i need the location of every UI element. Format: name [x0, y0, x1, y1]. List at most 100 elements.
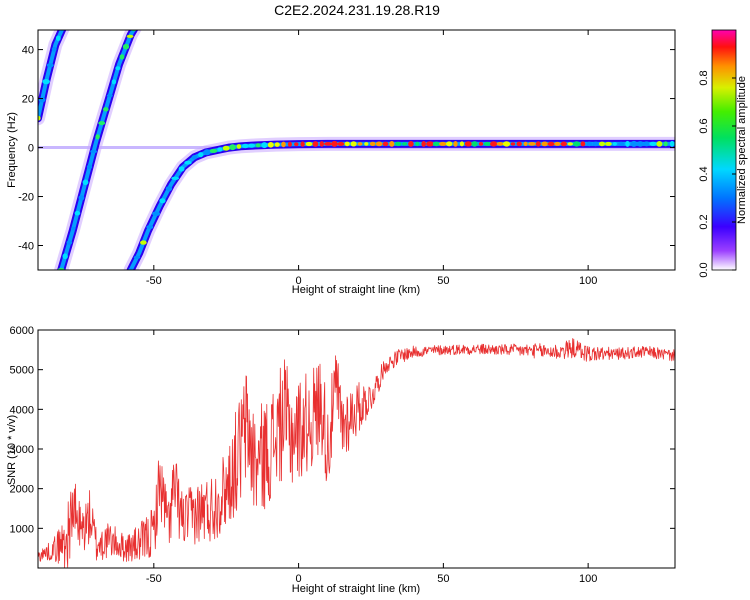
trace-blob [337, 141, 345, 146]
trace-blob [528, 142, 536, 146]
heatmap-trace-3 [123, 136, 675, 270]
trace-blob [71, 226, 76, 231]
colorbar-tick-label: 0.6 [698, 118, 710, 133]
trace-blob [523, 141, 528, 146]
trace-blob [281, 141, 286, 148]
trace-blob [630, 140, 638, 147]
trace-blob [612, 142, 617, 146]
trace-blob [421, 141, 427, 147]
trace-blob [439, 141, 447, 146]
trace-blob [165, 186, 172, 192]
trace-blob [55, 35, 61, 41]
trace-blob [255, 143, 261, 148]
trace-blob [426, 141, 434, 147]
trace-blob [217, 147, 223, 152]
trace-blob [554, 141, 561, 146]
trace-blob [267, 142, 274, 148]
colorbar-tick-label: 0.8 [698, 70, 710, 85]
trace-blob [171, 176, 180, 180]
snr-x-tick-label: 0 [296, 573, 302, 585]
trace-blob [42, 79, 50, 85]
trace-blob [287, 141, 292, 147]
trace-blob [111, 79, 117, 85]
trace-blob [103, 107, 109, 112]
snr-axes: -50 0 50 100 1000 2000 3000 4000 5000 6000 [10, 325, 675, 585]
heatmap-x-tick-label: 50 [437, 275, 449, 287]
colorbar-tick-label: 0.4 [698, 166, 710, 181]
trace-blob [415, 141, 420, 147]
heatmap-x-axis-label: Height of straight line (km) [292, 284, 420, 296]
trace-blob [178, 166, 185, 172]
trace-blob [502, 141, 511, 147]
colorbar-label: Normalized spectral amplitude [736, 76, 748, 224]
trace-blob [453, 141, 458, 147]
snr-panel: -50 0 50 100 1000 2000 3000 4000 5000 6000 Height… [6, 325, 676, 595]
snr-plot-area [38, 330, 675, 568]
trace-blob [573, 141, 581, 147]
snr-x-tick-label: -50 [146, 573, 162, 585]
colorbar-tick-label: 0.2 [698, 214, 710, 229]
trace-blob [669, 140, 675, 147]
trace-blob [51, 46, 57, 52]
trace-blob [408, 141, 414, 147]
trace-blob [119, 54, 125, 60]
trace-blob [547, 141, 555, 147]
trace-blob [656, 141, 663, 147]
trace-blob [98, 121, 106, 126]
colorbar: 0.0 0.2 0.4 0.6 0.8 Normalized spectral ampl… [698, 29, 748, 278]
trace-blob [74, 210, 81, 216]
trace-blob [261, 142, 268, 149]
trace-blob [159, 198, 166, 204]
trace-blob [625, 140, 630, 147]
trace-blob [274, 142, 280, 147]
snr-series-line [38, 338, 675, 568]
snr-y-tick-label: 6000 [10, 325, 34, 337]
trace-blob [364, 142, 369, 146]
trace-blob [133, 255, 141, 259]
trace-blob [66, 240, 73, 245]
trace-blob [122, 43, 130, 50]
trace-blob [126, 34, 134, 39]
heatmap-y-tick-label: -40 [18, 241, 34, 253]
trace-blob [128, 267, 134, 270]
trace-blob [115, 66, 121, 71]
trace-blob [586, 141, 593, 147]
trace-blob [535, 141, 541, 147]
chart-title: C2E2.2024.231.19.28.R19 [274, 2, 440, 18]
trace-blob [357, 142, 363, 146]
trace-blob [57, 267, 65, 270]
trace-blob [324, 142, 333, 146]
trace-blob [241, 143, 249, 149]
heatmap-x-tick-label: 100 [579, 275, 597, 287]
heatmap-panel: -50 0 50 100 -40 -20 0 20 40 Height of straight … [6, 29, 676, 296]
heatmap-axes: -50 0 50 100 -40 -20 0 20 40 [18, 30, 675, 287]
trace-blob [389, 141, 395, 147]
trace-blob [369, 141, 376, 146]
trace-blob [446, 141, 453, 147]
trace-blob [643, 141, 650, 147]
heatmap-x-tick-label: -50 [146, 275, 162, 287]
heatmap-x-tick-label: 0 [296, 275, 302, 287]
trace-blob [636, 141, 644, 147]
trace-blob [605, 141, 612, 146]
trace-blob [567, 142, 573, 146]
trace-blob [90, 149, 97, 154]
trace-blob [300, 141, 305, 147]
trace-blob [106, 94, 113, 98]
snr-y-axis-label: SNR (10 * v/v) [6, 415, 18, 485]
trace-blob [191, 155, 198, 160]
trace-blob [432, 141, 440, 147]
trace-blob [229, 144, 236, 151]
trace-blob [140, 240, 147, 245]
trace-blob [209, 148, 218, 153]
heatmap-y-axis-label: Frequency (Hz) [6, 112, 18, 188]
trace-blob [471, 141, 478, 147]
trace-blob [402, 142, 408, 146]
snr-y-tick-label: 5000 [10, 365, 34, 377]
trace-blob [46, 63, 54, 68]
trace-blob [95, 134, 100, 140]
trace-blob [248, 143, 256, 148]
trace-blob [319, 141, 324, 147]
trace-blob [344, 141, 350, 147]
